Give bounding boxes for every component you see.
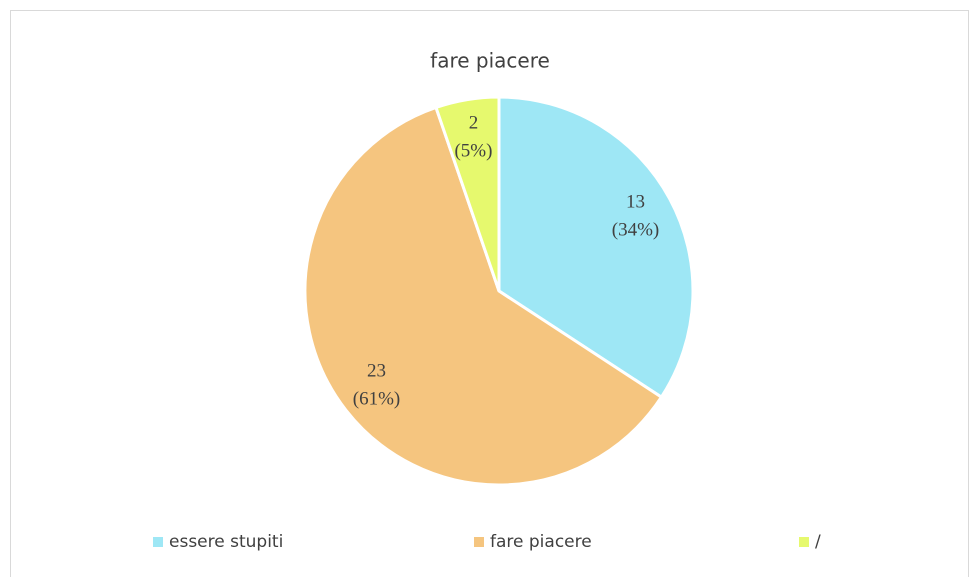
data-label: 13 [626,191,645,212]
legend-swatch [799,537,809,547]
legend-label: fare piacere [490,532,592,552]
chart-title: fare piacere [430,49,550,73]
pie-slice [434,95,501,292]
legend-swatch [474,537,484,547]
percent-label: (5%) [454,140,492,161]
percent-label: (61%) [353,389,400,410]
legend-swatch [153,537,163,547]
pie-slice [303,105,664,487]
legend-label: essere stupiti [169,532,283,552]
legend-label: / [815,532,821,552]
data-label: 23 [367,361,386,382]
data-label: 2 [469,112,479,133]
percent-label: (34%) [612,219,659,240]
